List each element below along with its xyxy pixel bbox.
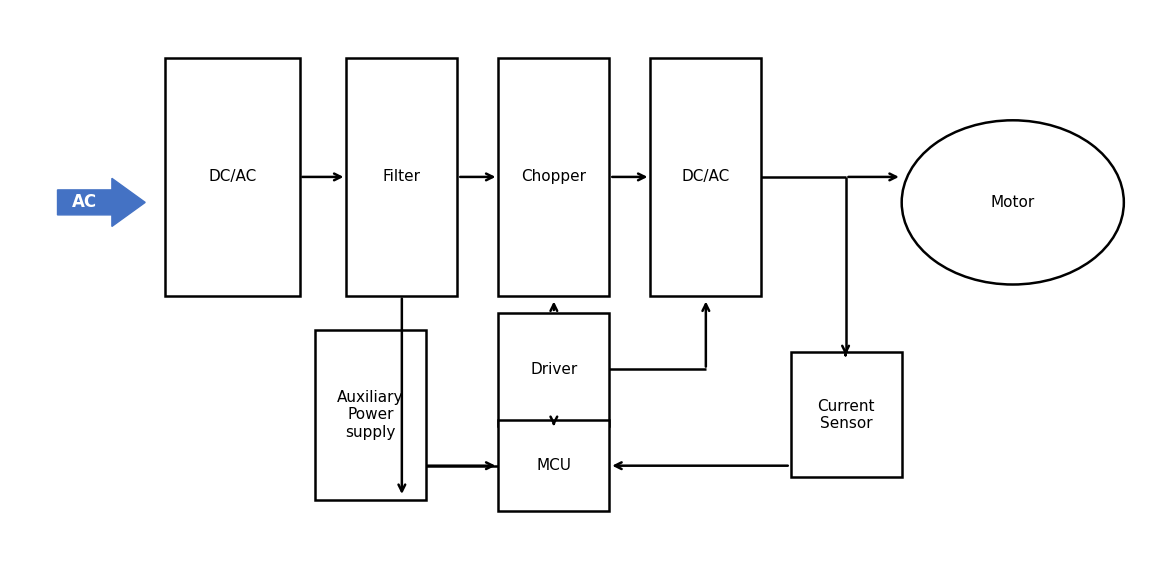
Text: MCU: MCU [537, 458, 571, 473]
Bar [498, 313, 609, 426]
Bar [791, 352, 901, 477]
Ellipse shape [901, 120, 1124, 284]
Polygon shape [57, 178, 145, 226]
Text: Auxiliary
Power
supply: Auxiliary Power supply [338, 390, 403, 440]
Text: Filter: Filter [383, 170, 421, 184]
Bar [498, 58, 609, 296]
Bar [315, 330, 425, 500]
Bar [165, 58, 300, 296]
Text: DC/AC: DC/AC [209, 170, 257, 184]
Text: Current
Sensor: Current Sensor [817, 398, 875, 431]
Bar [346, 58, 457, 296]
Bar [650, 58, 762, 296]
Text: Chopper: Chopper [522, 170, 586, 184]
Bar [498, 420, 609, 511]
Text: Driver: Driver [530, 362, 578, 377]
Text: DC/AC: DC/AC [682, 170, 730, 184]
Text: Motor: Motor [990, 195, 1035, 210]
Text: AC: AC [73, 193, 97, 212]
